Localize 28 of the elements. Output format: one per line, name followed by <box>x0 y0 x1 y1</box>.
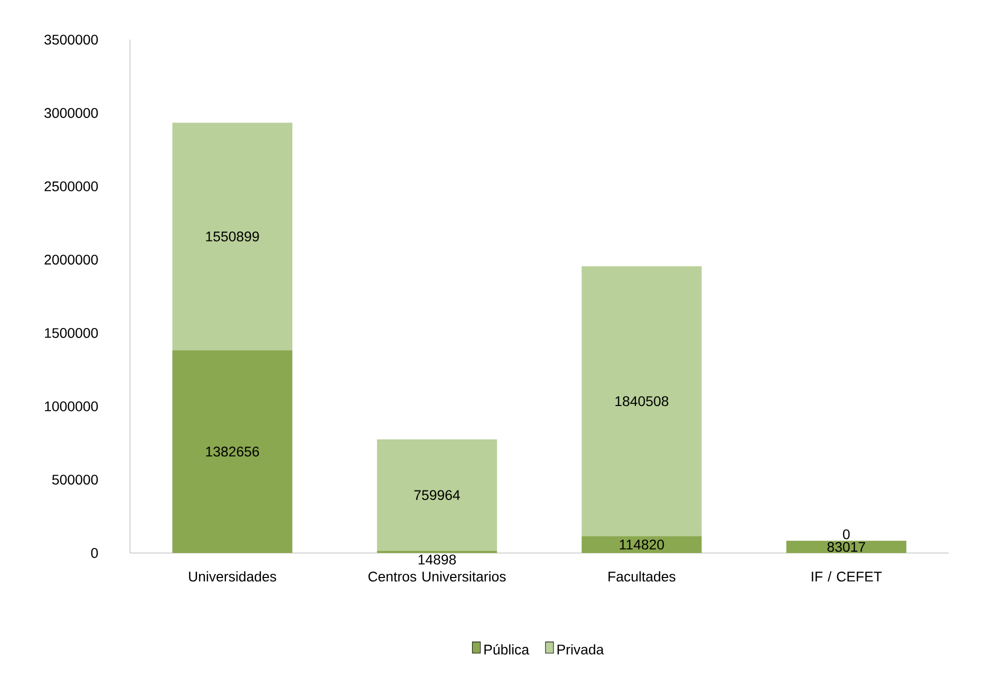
bar <box>582 536 702 553</box>
bar <box>786 540 906 553</box>
data-label: 1840508 <box>615 396 668 406</box>
x-tick-label: Universidades <box>189 571 276 582</box>
data-label: 83017 <box>827 542 866 552</box>
y-tick-label: 2000000 <box>44 254 98 265</box>
y-tick-label: 3000000 <box>44 108 98 118</box>
bar <box>172 122 292 350</box>
data-label: 759964 <box>414 490 460 500</box>
y-tick-label: 0 <box>91 548 98 558</box>
y-tick-label: 1000000 <box>44 401 98 412</box>
legend-label: Privada <box>558 644 604 654</box>
x-tick-label: IF / CEFET <box>812 571 882 582</box>
data-label: 1550899 <box>206 232 259 242</box>
data-label: 0 <box>842 529 850 540</box>
y-tick-label: 3500000 <box>44 34 98 45</box>
y-tick-label: 1500000 <box>44 328 98 338</box>
data-label: 1382656 <box>206 446 259 457</box>
y-tick-label: 500000 <box>52 474 98 485</box>
data-label: 114820 <box>620 540 664 550</box>
bar <box>172 350 292 553</box>
y-tick-label: 2500000 <box>44 181 98 192</box>
x-tick-label: Centros Universitarios <box>368 571 506 582</box>
data-label: 14898 <box>418 554 456 565</box>
bar <box>377 439 497 551</box>
bar <box>582 266 702 536</box>
legend-label: Pública <box>484 644 530 655</box>
x-tick-label: Facultades <box>608 571 676 582</box>
